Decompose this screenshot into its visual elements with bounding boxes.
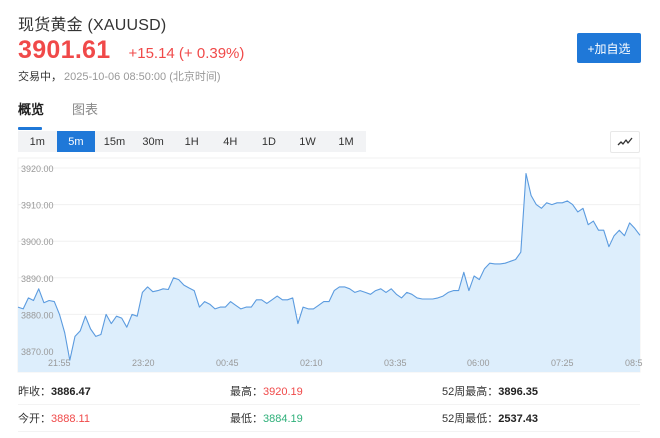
period-30m[interactable]: 30m (142, 135, 164, 148)
y-axis-label: 3890.00 (21, 274, 54, 284)
y-axis-label: 3880.00 (21, 310, 54, 320)
stat-52w-low: 52周最低：2537.43 (442, 413, 539, 425)
y-axis-label: 3870.00 (21, 347, 54, 357)
x-axis-label: 07:25 (551, 358, 574, 368)
current-price: 3901.61 (18, 36, 111, 64)
period-1h[interactable]: 1H (184, 135, 199, 148)
add-watchlist-button[interactable]: +加自选 (577, 33, 641, 63)
period-1w[interactable]: 1W (299, 135, 316, 148)
stat-52w-high: 52周最高：3896.35 (442, 386, 539, 398)
period-15m[interactable]: 15m (103, 135, 126, 148)
y-axis-label: 3910.00 (21, 201, 54, 211)
stats-row: 今开：3888.11 最低：3884.19 52周最低：2537.43 (18, 405, 640, 432)
x-axis-label: 06:00 (467, 358, 490, 368)
period-4h[interactable]: 4H (223, 135, 238, 148)
period-1m[interactable]: 1m (29, 135, 45, 148)
period-1d[interactable]: 1D (261, 135, 276, 148)
x-axis-label: 23:20 (132, 358, 155, 368)
stat-high: 最高：3920.19 (230, 386, 303, 398)
stat-prev-close: 昨收：3886.47 (18, 386, 91, 398)
y-axis-label: 3900.00 (21, 237, 54, 247)
price-change: +15.14 (+ 0.39%) (128, 45, 245, 62)
status-label: 交易中， (18, 71, 62, 83)
period-5m[interactable]: 5m (56, 131, 96, 152)
x-axis-label: 21:55 (48, 358, 71, 368)
period-1mo[interactable]: 1M (338, 135, 354, 148)
tab-chart[interactable]: 图表 (72, 102, 99, 117)
instrument-title: 现货黄金 (XAUUSD) (18, 17, 167, 34)
x-axis-label: 08:5 (625, 358, 643, 368)
tab-overview[interactable]: 概览 (18, 99, 44, 130)
x-axis-label: 02:10 (300, 358, 323, 368)
y-axis-label: 3920.00 (21, 164, 54, 174)
price-row: 3901.61 +15.14 (+ 0.39%) (18, 36, 244, 65)
x-axis-label: 03:35 (384, 358, 407, 368)
trading-status: 交易中， 2025-10-06 08:50:00 (北京时间) (18, 68, 221, 84)
period-selector: 1m 5m 15m 30m 1H 4H 1D 1W 1M (18, 131, 366, 152)
price-chart[interactable]: 3920.00 3910.00 3900.00 3890.00 3880.00 3870.… (0, 155, 660, 375)
chart-type-toggle[interactable] (610, 131, 640, 153)
stats-panel: 昨收：3886.47 最高：3920.19 52周最高：3896.35 今开：3… (18, 378, 640, 432)
stat-low: 最低：3884.19 (230, 413, 303, 425)
status-time: 2025-10-06 08:50:00 (北京时间) (64, 71, 221, 83)
stat-open: 今开：3888.11 (18, 413, 90, 425)
line-chart-icon (617, 137, 633, 146)
stats-row: 昨收：3886.47 最高：3920.19 52周最高：3896.35 (18, 378, 640, 405)
x-axis-label: 00:45 (216, 358, 239, 368)
tab-bar: 概览 图表 (18, 99, 126, 130)
